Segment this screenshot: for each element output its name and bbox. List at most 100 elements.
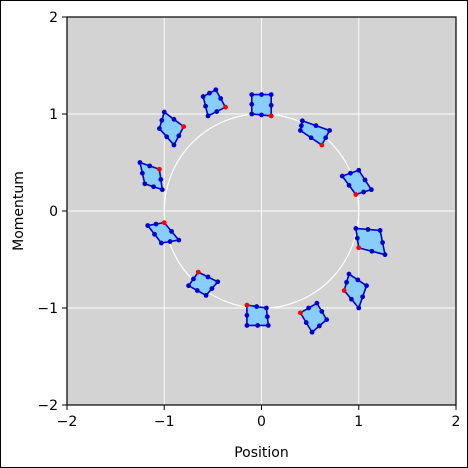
x-axis-ticks: −2 −1 0 1 2 <box>57 405 461 430</box>
cell-point <box>153 221 159 227</box>
x-tick-label: 2 <box>452 414 461 430</box>
cell-point <box>152 231 157 237</box>
cell-point <box>316 323 322 329</box>
phase-cell <box>244 302 271 328</box>
cell-point <box>268 92 274 97</box>
cell-point <box>200 94 206 99</box>
cell-point <box>319 308 325 314</box>
cell-point <box>191 276 196 282</box>
cell-point <box>145 223 151 228</box>
cell-point <box>346 182 352 188</box>
phase-cell <box>353 226 388 258</box>
highlight-point <box>195 269 201 275</box>
cell-point <box>176 133 182 139</box>
phase-cell <box>186 269 221 298</box>
cell-point <box>209 286 215 291</box>
cell-point <box>382 252 388 258</box>
cell-point <box>355 277 361 283</box>
highlight-point <box>353 192 359 197</box>
highlight-point <box>161 220 167 226</box>
phase-cell <box>137 160 165 193</box>
phase-cell <box>298 300 330 335</box>
y-axis-label: Momentum <box>11 171 27 251</box>
cell-point <box>356 305 362 311</box>
cell-point <box>353 226 359 231</box>
cell-point <box>161 109 167 115</box>
y-axis-ticks: −2 −1 0 1 2 <box>37 10 67 414</box>
x-tick-label: 1 <box>354 414 363 430</box>
highlight-point <box>223 104 228 110</box>
y-tick-label: 1 <box>49 107 58 123</box>
cell-point <box>263 305 269 311</box>
cell-point <box>265 323 271 328</box>
cell-point <box>348 170 353 176</box>
cell-point <box>268 102 274 108</box>
y-tick-label: 2 <box>49 10 58 26</box>
cell-point <box>249 101 255 107</box>
phase-cells <box>137 87 388 335</box>
phase-cell <box>341 271 369 311</box>
cell-point <box>205 113 211 119</box>
cell-point <box>158 240 164 246</box>
cell-point <box>298 123 304 129</box>
cell-point <box>151 184 156 190</box>
cell-point <box>349 296 354 302</box>
cell-point <box>139 170 145 176</box>
cell-point <box>254 304 260 309</box>
highlight-point <box>298 310 303 316</box>
cell-point <box>158 177 164 182</box>
cell-point <box>368 187 374 193</box>
cell-point <box>244 323 250 328</box>
highlight-point <box>156 166 162 172</box>
cell-point <box>356 167 362 173</box>
y-tick-label: −2 <box>37 398 58 414</box>
highlight-point <box>319 142 325 148</box>
cell-point <box>308 135 314 141</box>
cell-point <box>194 288 200 293</box>
y-tick-label: 0 <box>49 204 58 220</box>
highlight-point <box>268 113 274 119</box>
phase-cell <box>156 109 187 148</box>
cell-point <box>360 294 366 300</box>
cell-point <box>377 228 383 233</box>
highlight-point <box>181 124 187 130</box>
phase-cell <box>200 87 228 119</box>
cell-point <box>299 118 305 124</box>
cell-point <box>249 92 255 97</box>
cell-point <box>244 312 250 318</box>
cell-point <box>323 135 329 141</box>
cell-point <box>306 305 312 311</box>
cell-point <box>167 239 173 244</box>
cell-point <box>171 142 177 148</box>
cell-point <box>215 279 221 285</box>
phase-cell <box>145 220 182 246</box>
cell-point <box>147 163 153 169</box>
cell-point <box>339 173 345 179</box>
cell-point <box>380 240 385 245</box>
cell-point <box>365 227 371 232</box>
cell-point <box>344 279 349 285</box>
phase-cell <box>339 167 374 197</box>
cell-point <box>364 283 369 289</box>
cell-point <box>264 314 270 320</box>
cell-point <box>142 181 148 187</box>
cell-point <box>218 96 224 101</box>
cell-point <box>169 228 174 234</box>
cell-point <box>207 90 212 96</box>
highlight-point <box>356 245 362 251</box>
cell-point <box>327 128 332 133</box>
x-axis-label: Position <box>234 445 289 461</box>
cell-point <box>314 300 320 306</box>
cell-point <box>203 103 208 109</box>
cell-point <box>362 177 368 183</box>
cell-point <box>164 134 170 140</box>
cell-point <box>186 283 191 289</box>
cell-point <box>205 274 211 280</box>
highlight-point <box>244 302 250 308</box>
phase-cell <box>249 92 274 119</box>
cell-point <box>214 109 220 114</box>
cell-point <box>324 317 330 323</box>
cell-point <box>213 87 219 93</box>
cell-point <box>176 237 182 243</box>
